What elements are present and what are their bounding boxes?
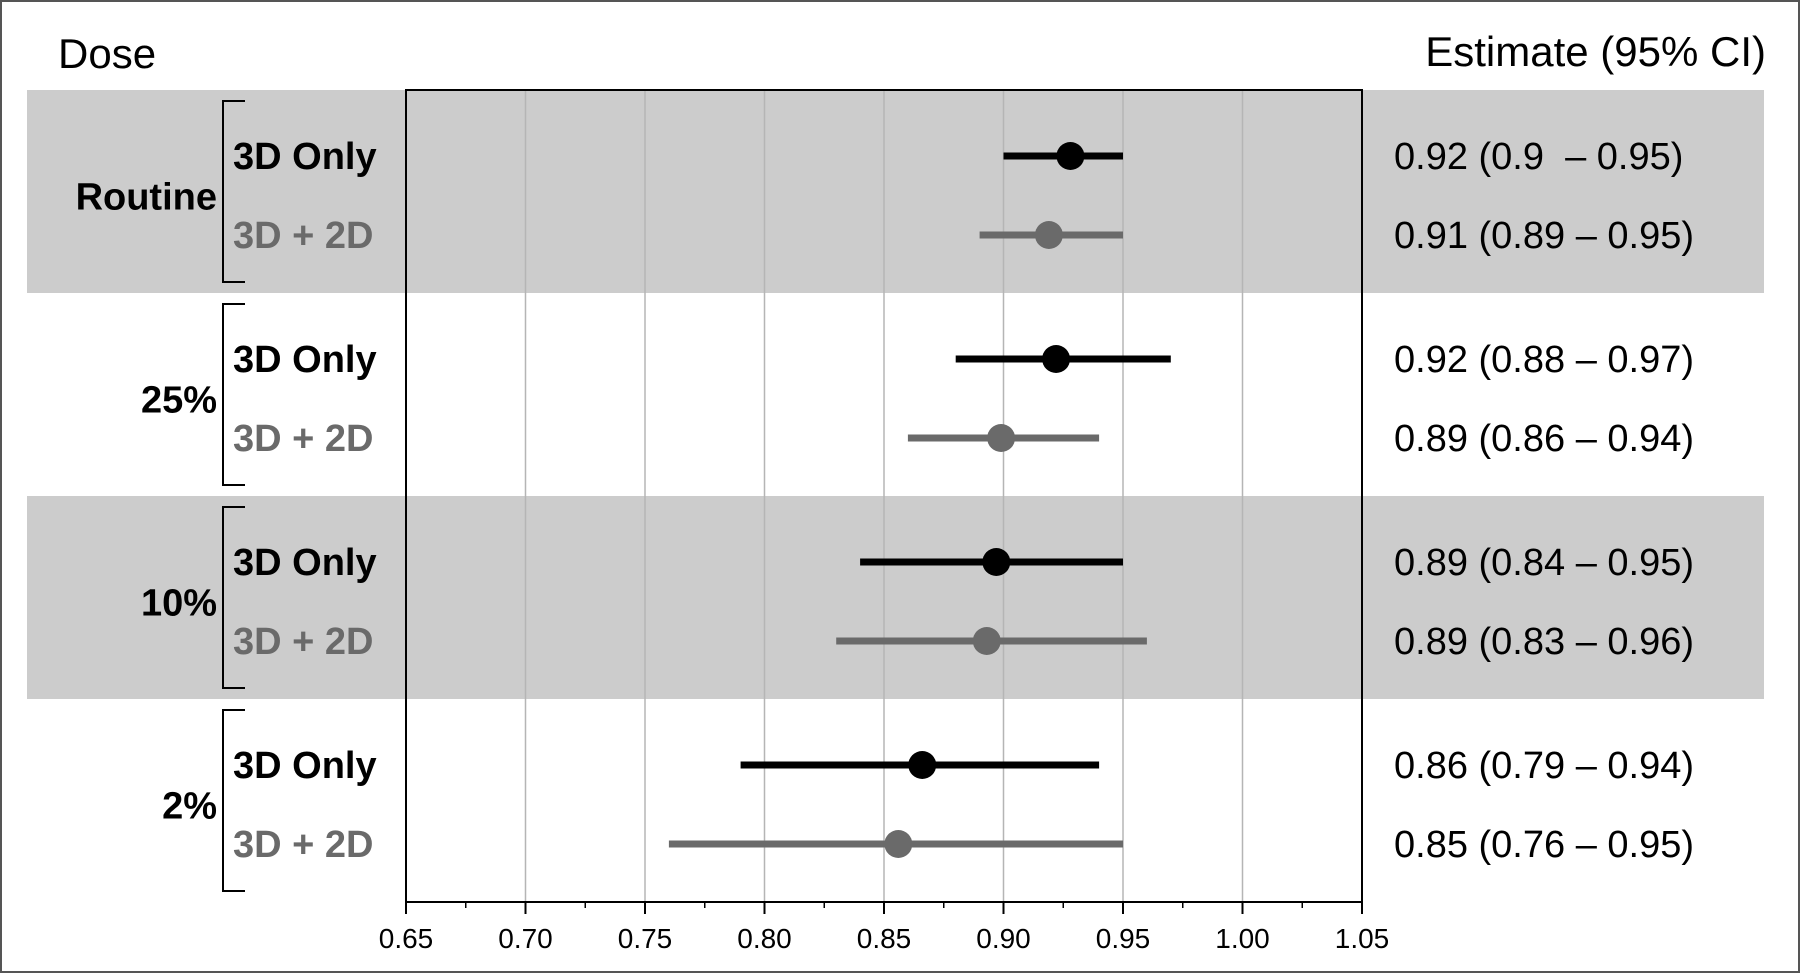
group-bracket-3 [222,709,245,892]
row-label: 3D + 2D [233,418,373,460]
gridlines [524,90,1244,902]
estimate-text: 0.89 (0.86 – 0.94) [1394,418,1694,460]
row-label: 3D + 2D [233,215,373,257]
estimate-text: 0.89 (0.83 – 0.96) [1394,621,1694,663]
group-band-0 [27,90,1764,293]
estimate-column-title: Estimate (95% CI) [1425,28,1766,75]
point-estimate [884,830,913,858]
group-bracket-0 [222,100,245,283]
x-tick-label: 0.65 [379,923,434,954]
point-estimate [987,424,1016,452]
x-tick-label: 0.75 [618,923,673,954]
group-label-3: 2% [162,786,217,828]
row-labels: Routine 3D Only 3D + 2D 25% 3D Only 3D + 2D 10… [76,100,377,892]
group-label-2: 10% [141,583,217,625]
ci-marks [668,142,1171,858]
row-label: 3D + 2D [233,621,373,663]
x-axis: 0.65 0.70 0.75 0.80 0.85 0.90 0.95 1.00 1.05 [379,902,1390,954]
estimate-text: 0.91 (0.89 – 0.95) [1394,215,1694,257]
x-tick-label: 0.80 [737,923,792,954]
estimate-column: 0.92 (0.9 – 0.95) 0.91 (0.89 – 0.95) 0.92 … [1394,136,1694,866]
estimate-text: 0.92 (0.9 – 0.95) [1394,136,1683,178]
x-tick-label: 0.70 [498,923,553,954]
point-estimate [1034,221,1063,249]
estimate-text: 0.85 (0.76 – 0.95) [1394,824,1694,866]
group-label-0: Routine [76,177,217,219]
estimate-text: 0.86 (0.79 – 0.94) [1394,745,1694,787]
row-label: 3D Only [233,136,377,178]
point-estimate [972,627,1001,655]
group-bracket-1 [222,303,245,486]
x-tick-label: 1.00 [1215,923,1270,954]
x-tick-label: 0.85 [857,923,912,954]
group-bracket-2 [222,506,245,689]
point-estimate [1056,142,1085,170]
row-label: 3D Only [233,339,377,381]
point-estimate [982,548,1011,576]
x-tick-label: 0.95 [1096,923,1151,954]
x-tick-label: 0.90 [976,923,1031,954]
x-tick-label: 1.05 [1335,923,1390,954]
group-bands [27,90,1764,699]
point-estimate [1042,345,1071,373]
estimate-text: 0.89 (0.84 – 0.95) [1394,542,1694,584]
group-label-1: 25% [141,380,217,422]
point-estimate [908,751,937,779]
dose-column-title: Dose [58,30,156,77]
estimate-text: 0.92 (0.88 – 0.97) [1394,339,1694,381]
row-label: 3D Only [233,745,377,787]
group-band-2 [27,496,1764,699]
row-label: 3D + 2D [233,824,373,866]
row-label: 3D Only [233,542,377,584]
